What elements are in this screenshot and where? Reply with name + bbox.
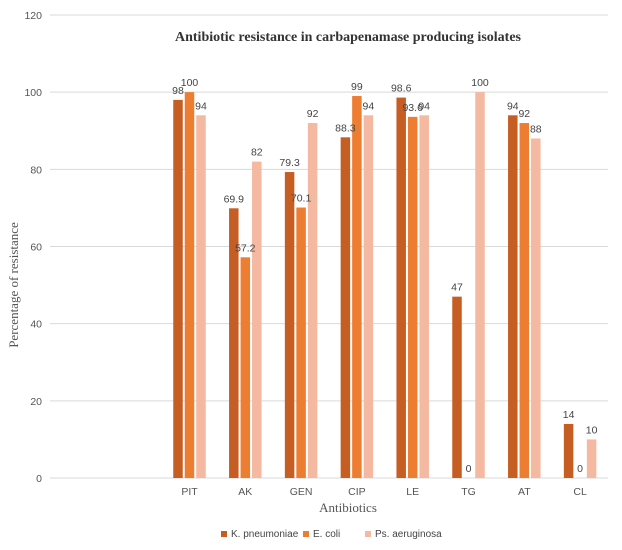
bar bbox=[586, 439, 597, 478]
data-label: 99 bbox=[351, 81, 363, 93]
data-label: 94 bbox=[418, 100, 430, 112]
data-label: 0 bbox=[466, 463, 472, 475]
legend-label: E. coli bbox=[313, 529, 340, 540]
y-axis-title: Percentage of resistance bbox=[6, 222, 21, 348]
x-tick-label: GEN bbox=[290, 486, 313, 498]
bar bbox=[519, 123, 530, 479]
bar bbox=[531, 138, 541, 478]
data-label: 82 bbox=[251, 147, 263, 159]
bar bbox=[419, 115, 429, 479]
data-label: 47 bbox=[451, 282, 463, 294]
bar bbox=[307, 123, 318, 479]
bar bbox=[252, 161, 262, 478]
y-axis-ticks: 0 20 40 60 80 100 120 bbox=[24, 10, 42, 485]
bar bbox=[284, 172, 295, 478]
bar bbox=[352, 96, 362, 479]
bar bbox=[240, 257, 251, 478]
chart-title: Antibiotic resistance in carbapenamase p… bbox=[175, 30, 522, 45]
x-axis-title: Antibiotics bbox=[319, 500, 377, 515]
data-labels: 981009469.957.28279.370.19288.3999498.69… bbox=[172, 77, 597, 475]
data-label: 98.6 bbox=[391, 83, 412, 95]
y-tick-label: 20 bbox=[30, 396, 42, 408]
bar bbox=[196, 115, 206, 479]
legend-swatch bbox=[303, 531, 309, 537]
data-label: 0 bbox=[577, 463, 583, 475]
bar bbox=[296, 207, 306, 479]
data-label: 69.9 bbox=[224, 193, 245, 205]
bar bbox=[396, 97, 406, 479]
data-label: 14 bbox=[563, 409, 575, 421]
data-label: 57.2 bbox=[235, 242, 256, 254]
data-label: 79.3 bbox=[279, 157, 300, 169]
data-label: 94 bbox=[195, 100, 207, 112]
bar bbox=[173, 99, 183, 478]
bar bbox=[452, 296, 462, 478]
y-tick-label: 100 bbox=[24, 87, 42, 99]
x-tick-label: TG bbox=[461, 486, 476, 498]
bars bbox=[173, 92, 597, 479]
bar bbox=[363, 115, 374, 479]
x-tick-label: LE bbox=[406, 486, 419, 498]
data-label: 92 bbox=[307, 108, 319, 120]
y-tick-label: 0 bbox=[36, 473, 42, 485]
data-label: 100 bbox=[471, 77, 489, 89]
data-label: 100 bbox=[181, 77, 199, 89]
y-tick-label: 80 bbox=[30, 164, 42, 176]
x-tick-label: PIT bbox=[181, 486, 198, 498]
data-label: 88.3 bbox=[335, 122, 356, 134]
x-axis-ticks: PIT AK GEN CIP LE TG AT CL bbox=[181, 486, 587, 498]
x-tick-label: CL bbox=[573, 486, 587, 498]
legend-swatch bbox=[365, 531, 371, 537]
y-tick-label: 120 bbox=[24, 10, 42, 22]
bar bbox=[229, 208, 239, 479]
bar bbox=[563, 423, 574, 478]
legend-label: Ps. aeruginosa bbox=[375, 529, 442, 540]
y-tick-label: 40 bbox=[30, 319, 42, 331]
legend-label: K. pneumoniae bbox=[231, 529, 299, 540]
bar bbox=[475, 92, 485, 479]
gridlines bbox=[50, 14, 608, 479]
data-label: 88 bbox=[530, 123, 542, 135]
legend: K. pneumoniae E. coli Ps. aeruginosa bbox=[221, 529, 442, 540]
bar bbox=[508, 115, 518, 479]
data-label: 70.1 bbox=[291, 193, 312, 205]
x-tick-label: AK bbox=[238, 486, 252, 498]
data-label: 94 bbox=[507, 100, 519, 112]
data-label: 94 bbox=[363, 100, 375, 112]
bar bbox=[184, 92, 195, 479]
x-tick-label: CIP bbox=[348, 486, 366, 498]
data-label: 98 bbox=[172, 85, 184, 97]
data-label: 92 bbox=[518, 108, 530, 120]
bar bbox=[407, 116, 418, 479]
data-label: 93.6 bbox=[402, 102, 423, 114]
legend-swatch bbox=[221, 531, 227, 537]
x-tick-label: AT bbox=[518, 486, 531, 498]
y-tick-label: 60 bbox=[30, 242, 42, 254]
bar bbox=[340, 137, 351, 478]
data-label: 10 bbox=[586, 424, 598, 436]
